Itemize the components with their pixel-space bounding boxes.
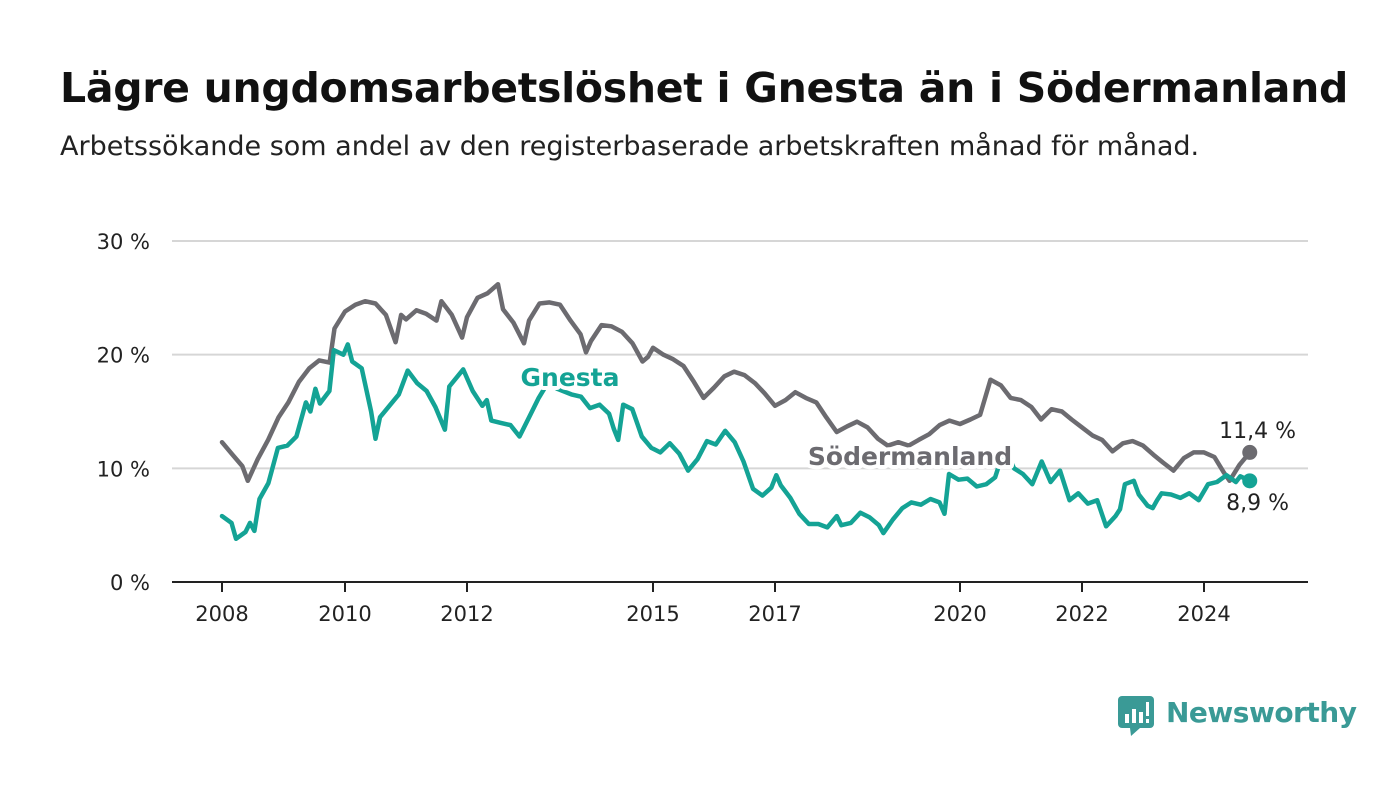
series-line-sodermanland — [219, 281, 1253, 484]
x-tick-label: 2010 — [318, 602, 371, 626]
gridlines — [172, 240, 1308, 470]
x-tick-label: 2015 — [626, 602, 679, 626]
x-tick-label: 2012 — [440, 602, 493, 626]
y-tick-label: 30 % — [97, 230, 150, 254]
brand-name: Newsworthy — [1166, 695, 1357, 729]
chart-subtitle: Arbetssökande som andel av den registerb… — [60, 131, 1200, 162]
series-labels: Gnesta Södermanland 11,4 % 8,9 % — [517, 359, 1299, 519]
y-tick-label: 0 % — [110, 571, 150, 595]
series-lines — [219, 281, 1258, 542]
newsworthy-logo: Newsworthy — [1118, 690, 1357, 736]
end-point-sodermanland — [1242, 444, 1258, 460]
x-tick-label: 2008 — [195, 602, 248, 626]
series-label-gnesta: Gnesta — [521, 363, 620, 392]
x-axis: 2008 2010 2012 2015 2017 2020 2022 2024 — [172, 581, 1308, 626]
series-label-sodermanland: Södermanland — [808, 442, 1012, 471]
y-tick-label: 10 % — [97, 457, 150, 481]
y-axis: 0 % 10 % 20 % 30 % — [97, 230, 150, 595]
end-value-label-gnesta: 8,9 % — [1226, 491, 1289, 516]
series-line-gnesta — [219, 342, 1253, 542]
end-point-gnesta — [1242, 473, 1258, 489]
chart-title: Lägre ungdomsarbetslöshet i Gnesta än i … — [60, 64, 1349, 112]
x-tick-label: 2017 — [748, 602, 801, 626]
x-tick-label: 2020 — [933, 602, 986, 626]
x-tick-label: 2022 — [1055, 602, 1108, 626]
bar-chart-icon — [1118, 694, 1154, 736]
x-tick-label: 2024 — [1177, 602, 1230, 626]
end-value-label-sodermanland: 11,4 % — [1219, 419, 1296, 444]
y-tick-label: 20 % — [97, 344, 150, 368]
